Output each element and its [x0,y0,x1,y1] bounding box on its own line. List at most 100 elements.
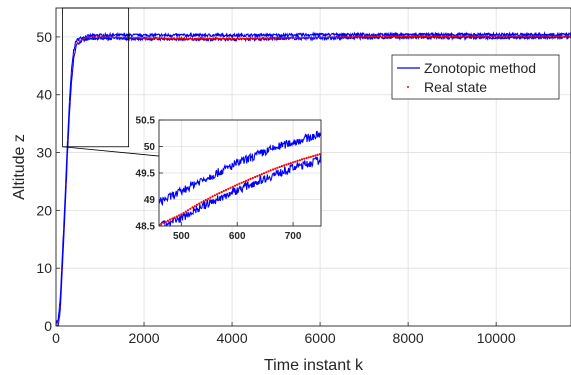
inset-series-1-point [173,216,176,219]
main-series-1-point [316,36,319,39]
main-series-1-point [481,35,483,38]
inset-series-1-point [265,171,268,174]
inset-series-1-point [216,193,219,196]
main-series-1-point [253,37,256,40]
main-x-tick-label: 8000 [393,330,424,346]
main-series-1-point [284,37,287,39]
main-series-1-point [257,37,259,40]
main-series-1-point [401,35,404,38]
main-series-1-point [310,36,313,39]
main-series-1-point [259,37,261,40]
main-series-1-point [132,36,135,39]
main-series-1-point [350,35,352,38]
main-series-1-point [92,36,95,38]
inset-series-1-point [182,211,185,215]
main-y-tick-label: 50 [36,29,52,45]
main-series-1-point [308,36,311,39]
main-series-1-point [544,35,547,38]
inset-series-1-point [296,159,299,162]
main-series-1-point [334,36,337,38]
main-series-1-point [185,37,188,40]
main-series-1-point [502,35,505,38]
main-series-1-point [490,35,493,38]
main-series-1-point [419,35,422,38]
inset-series-1-point [213,194,216,197]
zoom-connector-line [62,146,160,157]
main-series-1-point [473,35,475,38]
main-series-1-point [306,36,309,39]
main-series-1-point [413,35,416,38]
main-series-1-point [435,35,438,38]
main-series-1-point [552,35,555,38]
main-series-1-point [314,36,317,39]
main-series-1-point [247,37,250,40]
main-series-1-point [124,36,127,39]
inset-series-0-lower-line [160,155,321,226]
main-series-1-point [494,35,497,38]
main-series-1-point [219,37,222,40]
inset-series-1-point [280,165,283,168]
main-series-1-point [520,35,523,38]
main-y-tick-label: 20 [36,202,52,218]
main-series-0-upper-line [56,31,571,325]
inset-series-1-point [245,179,248,182]
main-series-1-point [146,37,149,39]
inset-series-1-point [307,156,310,159]
main-series-1-point [328,36,331,39]
main-series-1-point [267,37,269,40]
inset-series-1-point [254,175,257,179]
main-x-tick-label: 2000 [128,330,159,346]
inset-series-1-point [292,161,295,164]
inset-y-tick-label: 49 [144,195,156,206]
inset-series-1-point [283,164,286,167]
main-series-1-point [522,35,525,38]
main-series-1-point [336,36,339,38]
inset-series-1-point [218,192,221,195]
main-series-1-point [98,36,101,38]
main-series-1-point [379,35,382,38]
main-series-1-point [82,37,85,40]
main-series-1-point [385,35,388,38]
main-series-1-point [352,35,354,38]
inset-series-1-point [200,201,203,204]
main-series-1-point [294,36,297,39]
inset-series-1-point [180,213,183,216]
main-series-1-point [227,37,230,40]
main-series-1-point [441,35,444,38]
inset-series-1-point [229,186,232,189]
inset-series-1-point [238,182,241,185]
main-series-1-point [443,35,446,38]
inset-series-1-point [267,170,270,173]
main-series-1-point [362,35,364,38]
inset-series-1-point [233,184,237,187]
inset-series-1-point [169,218,172,221]
main-series-1-point [102,36,105,38]
main-series-1-point [70,72,73,74]
main-y-tick-label: 0 [44,318,52,334]
zoom-region-box [62,7,130,148]
main-series-1-point [566,35,568,38]
main-series-1-point [179,37,182,40]
main-series-1-point [411,35,414,38]
main-series-1-point [136,37,139,39]
inset-series-1-point [236,183,239,186]
inset-series-1-point [227,187,230,190]
main-series-1-point [110,36,113,39]
inset-series-1-point [186,209,190,212]
main-series-1-point [195,37,198,40]
main-series-1-point [358,35,360,38]
main-series-1-point [344,35,347,38]
main-series-1-point [96,36,99,38]
main-series-1-point [516,35,519,38]
inset-series-1-point [211,195,214,198]
main-series-1-point [389,35,392,38]
inset-series-1-point [209,196,212,199]
main-series-1-point [104,36,107,38]
main-series-1-point [500,35,503,38]
main-series-1-point [467,35,469,38]
main-series-1-point [330,36,333,39]
main-series-1-point [181,37,184,40]
main-series-1-point [300,36,303,39]
inset-y-tick-label: 50 [144,142,156,153]
main-series-1-point [475,35,477,38]
